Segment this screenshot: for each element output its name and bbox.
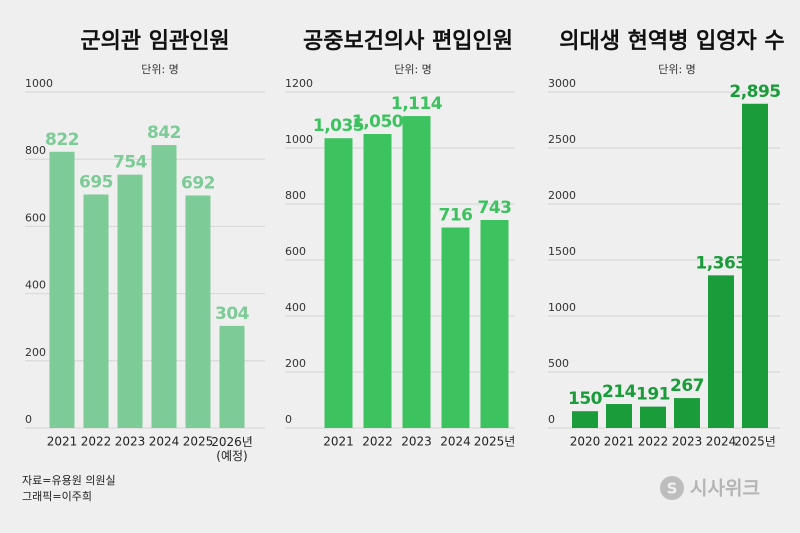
y-tick-label: 400 xyxy=(285,301,306,314)
y-tick-label: 2500 xyxy=(548,133,576,146)
bar xyxy=(151,145,177,428)
value-label: 191 xyxy=(636,385,670,405)
x-tick-label: 2021 xyxy=(47,435,78,449)
y-tick-label: 600 xyxy=(285,245,306,258)
value-label: 743 xyxy=(478,198,512,218)
bar xyxy=(83,194,109,428)
x-tick-label: 2023 xyxy=(115,435,146,449)
value-label: 2,895 xyxy=(729,82,780,102)
value-label: 304 xyxy=(215,304,250,324)
watermark: 시사위크 xyxy=(690,478,760,500)
bar xyxy=(606,404,632,428)
value-label: 1,050 xyxy=(352,112,404,132)
graphic-credit: 그래픽=이주희 xyxy=(22,490,92,503)
x-tick-label: 2026년 (예정) xyxy=(211,435,253,463)
y-tick-label: 2000 xyxy=(548,189,576,202)
source: 자료=유용원 의원실 xyxy=(22,474,116,487)
value-label: 1,035 xyxy=(313,116,364,136)
x-tick-label: 2024 xyxy=(149,435,180,449)
y-tick-label: 0 xyxy=(548,413,555,426)
value-label: 754 xyxy=(113,153,148,173)
unit-label: 단위: 명 xyxy=(658,63,696,76)
bar xyxy=(49,151,75,429)
x-tick-label: 2023 xyxy=(672,435,703,449)
y-tick-label: 0 xyxy=(285,413,292,426)
x-tick-label: 2021 xyxy=(323,435,354,449)
bar xyxy=(441,227,470,428)
logo-icon xyxy=(660,476,684,500)
bar xyxy=(480,219,509,428)
chart-title: 의대생 현역병 입영자 수 xyxy=(559,29,784,54)
value-label: 716 xyxy=(439,206,473,226)
logo-letter: S xyxy=(667,480,678,498)
value-label: 695 xyxy=(79,172,113,192)
y-tick-label: 1000 xyxy=(285,133,313,146)
bar xyxy=(742,103,768,428)
y-tick-label: 600 xyxy=(25,211,46,224)
x-tick-label: 2024 xyxy=(706,435,737,449)
value-label: 150 xyxy=(568,389,603,409)
x-tick-label: 2021 xyxy=(604,435,635,449)
bar xyxy=(117,174,143,428)
y-tick-label: 0 xyxy=(25,413,32,426)
value-label: 267 xyxy=(670,376,704,396)
y-tick-label: 800 xyxy=(285,189,306,202)
y-tick-label: 800 xyxy=(25,144,46,157)
value-label: 842 xyxy=(147,123,181,143)
x-tick-label: 2022 xyxy=(362,435,393,449)
x-tick-label: 2024 xyxy=(440,435,471,449)
bar xyxy=(324,138,353,428)
value-label: 1,363 xyxy=(695,253,746,273)
bar xyxy=(640,406,666,428)
y-tick-label: 200 xyxy=(25,346,46,359)
x-tick-label: 2025 xyxy=(183,435,214,449)
y-tick-label: 1000 xyxy=(25,77,53,90)
bar xyxy=(185,195,211,428)
y-tick-label: 1000 xyxy=(548,301,576,314)
y-tick-label: 200 xyxy=(285,357,306,370)
y-tick-label: 500 xyxy=(548,357,569,370)
y-tick-label: 400 xyxy=(25,279,46,292)
y-tick-label: 3000 xyxy=(548,77,576,90)
bar xyxy=(219,325,245,428)
x-tick-label: 2022 xyxy=(638,435,669,449)
bar xyxy=(674,398,700,428)
bar xyxy=(363,134,392,428)
unit-label: 단위: 명 xyxy=(394,63,432,76)
value-label: 692 xyxy=(181,173,215,193)
unit-label: 단위: 명 xyxy=(141,63,179,76)
bar xyxy=(402,116,431,428)
value-label: 1,114 xyxy=(391,94,443,114)
value-label: 822 xyxy=(45,130,79,150)
chart-title: 공중보건의사 편입인원 xyxy=(303,29,513,54)
y-tick-label: 1500 xyxy=(548,245,576,258)
x-tick-label: 2023 xyxy=(401,435,432,449)
x-tick-label: 2025년 xyxy=(474,435,516,449)
x-tick-label: 2022 xyxy=(81,435,112,449)
x-tick-label: 2025년 xyxy=(734,435,776,449)
chart-title: 군의관 임관인원 xyxy=(80,29,229,54)
bar xyxy=(572,411,598,428)
value-label: 214 xyxy=(602,382,637,402)
y-tick-label: 1200 xyxy=(285,77,313,90)
bar xyxy=(708,275,734,428)
x-tick-label: 2020 xyxy=(570,435,601,449)
